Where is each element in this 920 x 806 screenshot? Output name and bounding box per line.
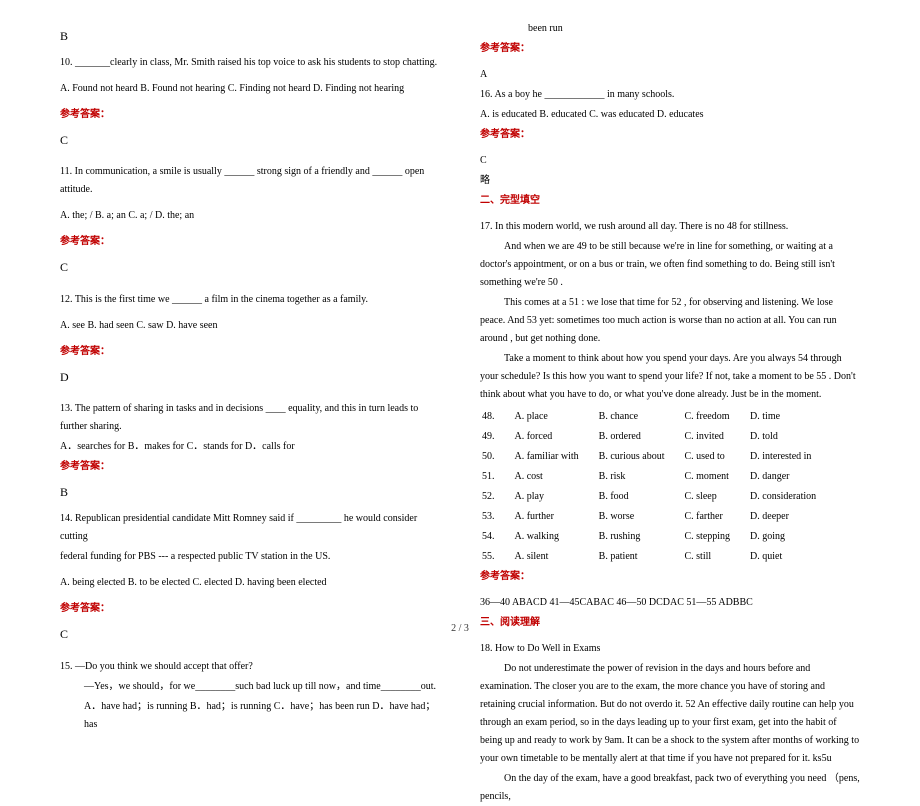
q13-stem: 13. The pattern of sharing in tasks and … — [60, 400, 440, 436]
q15-ans: A — [480, 66, 860, 84]
cloze-ans: 36—40 ABACD 41—45CABAC 46—50 DCDAC 51—55… — [480, 594, 860, 612]
cloze-option-cell: D. deeper — [750, 508, 834, 526]
q10-stem: 10. _______clearly in class, Mr. Smith r… — [60, 54, 440, 72]
cloze-option-row: 54.A. walkingB. rushingC. steppingD. goi… — [482, 528, 834, 546]
cloze-option-row: 49.A. forcedB. orderedC. invitedD. told — [482, 428, 834, 446]
cloze-option-cell: A. further — [515, 508, 597, 526]
reading-title: 18. How to Do Well in Exams — [480, 640, 860, 658]
answer-label: 参考答案： — [60, 600, 440, 618]
q11-opts: A. the; / B. a; an C. a; / D. the; an — [60, 207, 440, 225]
cloze-option-cell: A. play — [515, 488, 597, 506]
cloze-option-cell: D. danger — [750, 468, 834, 486]
cloze-option-cell: 49. — [482, 428, 513, 446]
right-column: been run 参考答案： A 16. As a boy he _______… — [480, 20, 860, 610]
cloze-option-cell: D. consideration — [750, 488, 834, 506]
q14-ans: C — [60, 624, 440, 646]
answer-label: 参考答案： — [60, 458, 440, 476]
reading-p1: Do not underestimate the power of revisi… — [480, 660, 860, 768]
answer-prev: B — [60, 26, 440, 48]
cloze-option-cell: B. patient — [599, 548, 683, 566]
page-body: B 10. _______clearly in class, Mr. Smith… — [0, 0, 920, 620]
cloze-p2: And when we are 49 to be still because w… — [480, 238, 860, 292]
q16-omit: 略 — [480, 172, 860, 190]
q14-opts: A. being elected B. to be elected C. ele… — [60, 574, 440, 592]
q11-ans: C — [60, 257, 440, 279]
cloze-option-cell: D. interested in — [750, 448, 834, 466]
cloze-option-row: 55.A. silentB. patientC. stillD. quiet — [482, 548, 834, 566]
cloze-option-cell: D. quiet — [750, 548, 834, 566]
cloze-option-row: 53.A. furtherB. worseC. fartherD. deeper — [482, 508, 834, 526]
cloze-option-cell: C. sleep — [684, 488, 748, 506]
q10-ans: C — [60, 130, 440, 152]
cloze-option-cell: C. freedom — [684, 408, 748, 426]
cloze-option-cell: 53. — [482, 508, 513, 526]
q16-stem: 16. As a boy he ____________ in many sch… — [480, 86, 860, 104]
cloze-p3: This comes at a 51 : we lose that time f… — [480, 294, 860, 348]
q15-l2: —Yes，we should，for we________such bad lu… — [60, 678, 440, 696]
q14-stem-1: 14. Republican presidential candidate Mi… — [60, 510, 440, 546]
cloze-option-cell: D. going — [750, 528, 834, 546]
cloze-option-cell: C. moment — [684, 468, 748, 486]
q15-l1: 15. —Do you think we should accept that … — [60, 658, 440, 676]
cloze-option-cell: B. ordered — [599, 428, 683, 446]
answer-label: 参考答案： — [60, 233, 440, 251]
cloze-option-cell: A. familiar with — [515, 448, 597, 466]
q13-opts: A．searches for B．makes for C．stands for … — [60, 438, 440, 456]
cloze-option-cell: B. risk — [599, 468, 683, 486]
cloze-section-title: 二、完型填空 — [480, 192, 860, 210]
cloze-option-cell: C. used to — [684, 448, 748, 466]
q10-opts: A. Found not heard B. Found not hearing … — [60, 80, 440, 98]
cloze-option-row: 52.A. playB. foodC. sleepD. consideratio… — [482, 488, 834, 506]
q16-opts: A. is educated B. educated C. was educat… — [480, 106, 860, 124]
cloze-option-row: 51.A. costB. riskC. momentD. danger — [482, 468, 834, 486]
cloze-option-cell: A. silent — [515, 548, 597, 566]
q14-stem-2: federal funding for PBS --- a respected … — [60, 548, 440, 566]
q12-stem: 12. This is the first time we ______ a f… — [60, 291, 440, 309]
cloze-option-cell: A. walking — [515, 528, 597, 546]
q13-ans: B — [60, 482, 440, 504]
cloze-option-cell: A. forced — [515, 428, 597, 446]
left-column: B 10. _______clearly in class, Mr. Smith… — [60, 20, 440, 610]
cloze-option-cell: 55. — [482, 548, 513, 566]
reading-section-title: 三、阅读理解 — [480, 614, 860, 632]
cloze-option-cell: A. cost — [515, 468, 597, 486]
answer-label: 参考答案： — [480, 40, 860, 58]
q12-ans: D — [60, 367, 440, 389]
answer-label: 参考答案： — [60, 343, 440, 361]
cloze-option-cell: C. farther — [684, 508, 748, 526]
reading-p2: On the day of the exam, have a good brea… — [480, 770, 860, 806]
cloze-option-cell: 48. — [482, 408, 513, 426]
q15-cont: been run — [480, 20, 860, 38]
cloze-option-cell: B. curious about — [599, 448, 683, 466]
cloze-option-cell: B. worse — [599, 508, 683, 526]
cloze-option-cell: 52. — [482, 488, 513, 506]
cloze-p4: Take a moment to think about how you spe… — [480, 350, 860, 404]
cloze-options-table: 48.A. placeB. chanceC. freedomD. time 49.… — [480, 406, 836, 568]
cloze-option-cell: 50. — [482, 448, 513, 466]
cloze-option-row: 48.A. placeB. chanceC. freedomD. time — [482, 408, 834, 426]
cloze-option-cell: C. stepping — [684, 528, 748, 546]
q11-stem: 11. In communication, a smile is usually… — [60, 163, 440, 199]
cloze-option-cell: B. chance — [599, 408, 683, 426]
cloze-option-cell: D. time — [750, 408, 834, 426]
cloze-option-cell: B. food — [599, 488, 683, 506]
q12-opts: A. see B. had seen C. saw D. have seen — [60, 317, 440, 335]
cloze-option-cell: 54. — [482, 528, 513, 546]
cloze-option-row: 50.A. familiar withB. curious aboutC. us… — [482, 448, 834, 466]
answer-label: 参考答案： — [60, 106, 440, 124]
cloze-p1: 17. In this modern world, we rush around… — [480, 218, 860, 236]
q15-l3: A．have had；is running B．had；is running C… — [60, 698, 440, 734]
answer-label: 参考答案： — [480, 568, 860, 586]
q16-ans: C — [480, 152, 860, 170]
cloze-option-cell: A. place — [515, 408, 597, 426]
cloze-option-cell: C. invited — [684, 428, 748, 446]
cloze-option-cell: D. told — [750, 428, 834, 446]
answer-label: 参考答案： — [480, 126, 860, 144]
cloze-option-cell: 51. — [482, 468, 513, 486]
cloze-option-cell: B. rushing — [599, 528, 683, 546]
cloze-option-cell: C. still — [684, 548, 748, 566]
